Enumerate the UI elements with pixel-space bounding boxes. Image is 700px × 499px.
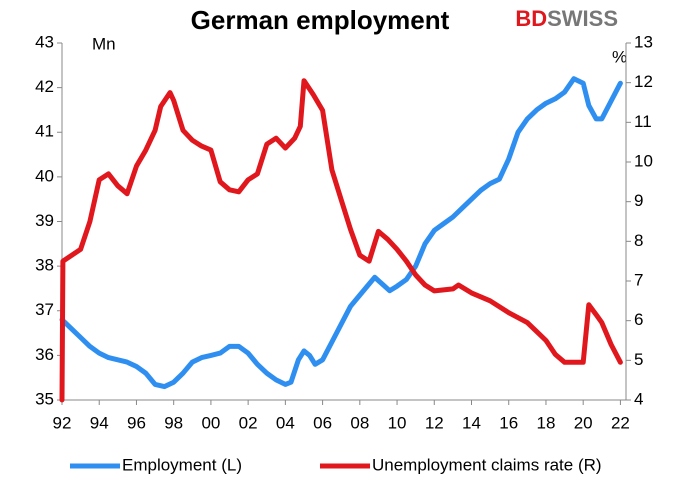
x-tick-label: 04	[276, 413, 295, 432]
legend-label: Employment (L)	[122, 455, 242, 474]
x-tick-label: 16	[499, 413, 518, 432]
y-tick-label: 40	[35, 166, 54, 185]
y2-axis-label: %	[612, 47, 627, 66]
y2-tick-label: 8	[634, 231, 643, 250]
y-tick-label: 36	[35, 345, 54, 364]
y-axis-label: Mn	[92, 34, 116, 53]
x-tick-label: 18	[536, 413, 555, 432]
y2-tick-label: 7	[634, 270, 643, 289]
y2-tick-label: 9	[634, 191, 643, 210]
y-tick-label: 42	[35, 77, 54, 96]
y2-tick-label: 12	[634, 72, 653, 91]
logo-second: SWISS	[547, 6, 618, 31]
y-tick-label: 38	[35, 256, 54, 275]
x-tick-label: 12	[425, 413, 444, 432]
x-tick-label: 10	[388, 413, 407, 432]
y2-tick-label: 5	[634, 350, 643, 369]
series-line	[59, 78, 623, 403]
x-tick-label: 98	[164, 413, 183, 432]
y2-tick-label: 11	[634, 112, 652, 131]
y2-tick-label: 10	[634, 151, 653, 170]
y-tick-label: 39	[35, 211, 54, 230]
chart-title: German employment	[191, 5, 450, 35]
x-tick-label: 06	[313, 413, 332, 432]
x-tick-label: 22	[611, 413, 630, 432]
y2-tick-label: 6	[634, 310, 643, 329]
y-tick-label: 43	[35, 32, 54, 51]
y-tick-label: 41	[35, 122, 54, 141]
x-tick-label: 96	[127, 413, 146, 432]
x-tick-label: 20	[574, 413, 593, 432]
y-tick-label: 35	[35, 389, 54, 408]
x-tick-label: 14	[462, 413, 481, 432]
series-line	[59, 76, 623, 390]
x-tick-label: 08	[350, 413, 369, 432]
y2-tick-label: 4	[634, 389, 643, 408]
logo: BDSWISS	[515, 6, 618, 31]
y2-tick-label: 13	[634, 32, 653, 51]
x-tick-label: 92	[53, 413, 72, 432]
x-tick-label: 00	[201, 413, 220, 432]
legend-label: Unemployment claims rate (R)	[372, 455, 602, 474]
y-tick-label: 37	[35, 300, 54, 319]
x-tick-label: 02	[239, 413, 258, 432]
x-tick-label: 94	[90, 413, 109, 432]
logo-first: BD	[515, 6, 547, 31]
